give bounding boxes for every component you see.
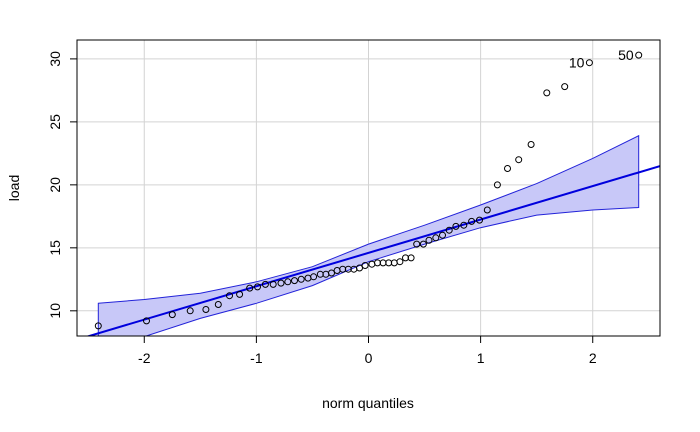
x-tick-label-1: -1 (250, 350, 263, 366)
data-point-6 (226, 292, 233, 300)
y-tick-label-2: 20 (47, 177, 63, 193)
data-point-11 (269, 280, 277, 288)
data-point-1 (143, 317, 150, 325)
data-point-49 (527, 141, 535, 148)
data-point-4 (202, 306, 210, 313)
y-tick-label-4: 30 (47, 51, 63, 67)
data-point-32 (396, 258, 404, 266)
data-point-12 (277, 279, 285, 287)
y-tick-label-0: 10 (47, 303, 63, 319)
data-point-8 (246, 284, 254, 292)
data-point-17 (310, 273, 318, 281)
data-point-5 (214, 301, 222, 308)
data-point-50 (543, 89, 551, 97)
confidence-band-layer (97, 134, 640, 336)
x-axis: -2 -1 0 1 2 (138, 335, 597, 366)
data-point-43 (468, 217, 476, 225)
data-point-2 (168, 311, 176, 319)
point-label-50: 50 (618, 47, 634, 63)
data-point-35 (413, 240, 421, 248)
data-point-41 (452, 222, 460, 230)
data-point-25 (356, 264, 363, 272)
data-point-46 (493, 181, 501, 189)
point-labels: 10 50 (569, 47, 634, 71)
x-tick-label-4: 2 (589, 350, 597, 366)
x-tick-label-0: -2 (138, 350, 151, 366)
data-point-10 (261, 280, 269, 288)
y-axis-title: load (6, 175, 22, 201)
data-point-45 (483, 206, 491, 214)
data-point-13 (284, 278, 292, 286)
x-tick-label-3: 1 (477, 350, 485, 366)
data-point-27 (368, 260, 376, 268)
data-point-9 (254, 283, 261, 291)
data-point-38 (432, 234, 440, 242)
data-point-52 (585, 59, 593, 67)
y-tick-label-1: 15 (47, 240, 63, 256)
data-point-42 (460, 221, 468, 229)
reference-line-layer (85, 165, 660, 336)
data-point-37 (425, 236, 433, 244)
data-point-40 (445, 226, 453, 234)
data-point-47 (504, 165, 511, 172)
data-point-39 (439, 231, 446, 239)
confidence-band (97, 134, 640, 336)
data-point-53 (635, 51, 643, 59)
y-axis: 10 15 20 25 30 (47, 51, 78, 319)
point-label-10: 10 (569, 55, 585, 71)
data-point-15 (297, 275, 305, 283)
data-point-34 (407, 254, 415, 262)
data-point-20 (328, 269, 335, 277)
data-point-44 (476, 216, 483, 224)
data-point-7 (236, 290, 244, 298)
data-point-48 (515, 156, 523, 164)
y-tick-label-3: 25 (47, 114, 63, 130)
x-axis-title: norm quantiles (322, 395, 414, 411)
data-point-26 (361, 262, 369, 269)
x-tick-label-2: 0 (365, 350, 373, 366)
data-points (94, 51, 643, 330)
data-point-3 (186, 307, 194, 315)
data-point-36 (419, 240, 427, 248)
data-point-51 (561, 83, 569, 91)
data-point-14 (291, 277, 298, 285)
data-point-0 (94, 322, 102, 330)
reference-line (85, 165, 660, 336)
